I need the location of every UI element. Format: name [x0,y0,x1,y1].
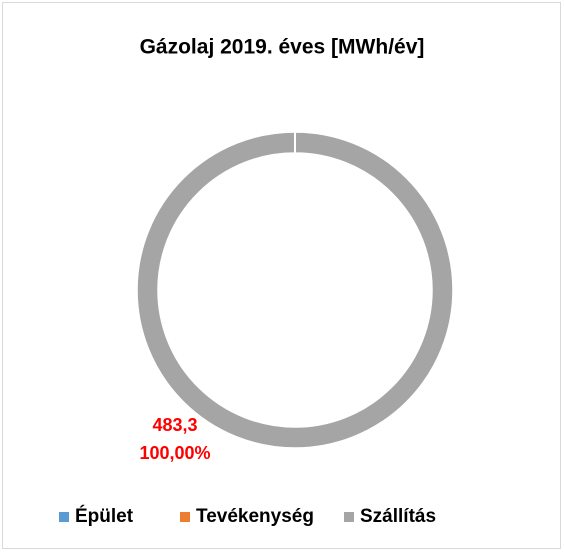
data-label: 483,3 [152,415,197,435]
legend-label: Épület [75,505,134,527]
legend-swatch [344,512,354,522]
legend-label: Szállítás [360,506,436,527]
legend-swatch [59,512,69,522]
chart-title: Gázolaj 2019. éves [MWh/év] [140,36,425,59]
data-label-percent: 100,00% [139,443,210,463]
legend-swatch [180,512,190,522]
donut-segment [136,131,454,449]
legend-label: Tevékenység [196,506,314,527]
